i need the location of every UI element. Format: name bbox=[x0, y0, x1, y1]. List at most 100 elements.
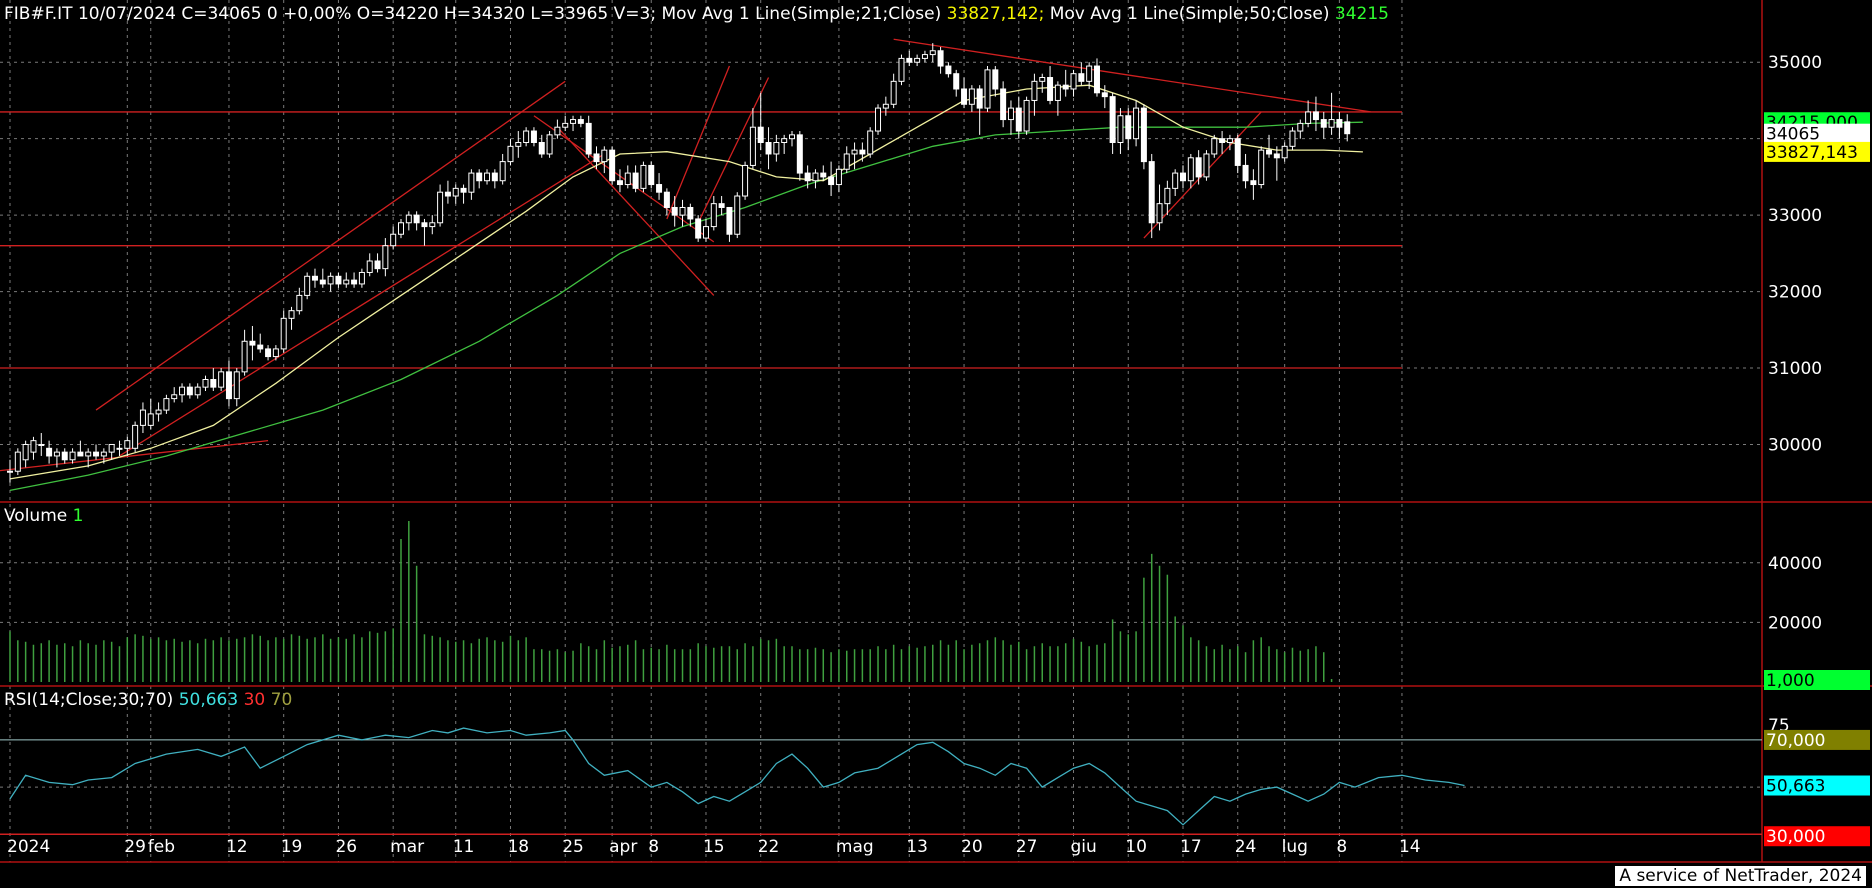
trend-line bbox=[119, 153, 605, 457]
candle-body-up bbox=[163, 398, 170, 411]
candle-body-up bbox=[139, 409, 146, 426]
candle-body-down bbox=[460, 187, 467, 193]
candle-body-up bbox=[194, 386, 201, 396]
x-tick-label: 12 bbox=[226, 837, 248, 857]
candle-body-up bbox=[1086, 65, 1093, 82]
x-tick-label: 2024 bbox=[7, 837, 50, 857]
ma50-line bbox=[9, 121, 1363, 492]
candle-body-down bbox=[265, 348, 272, 358]
candle-body-up bbox=[405, 214, 412, 224]
candle-body-down bbox=[77, 451, 84, 457]
volume-value: 1 bbox=[72, 506, 84, 526]
candle-body-up bbox=[468, 172, 475, 193]
symbol-line: FIB#F.IT 10/07/2024 C=34065 0 +0,00% O=3… bbox=[4, 4, 657, 24]
trend-line bbox=[533, 115, 715, 243]
candle-body-down bbox=[319, 279, 326, 285]
candle-body-up bbox=[640, 164, 647, 189]
ma21-badge: 33827,143 bbox=[1766, 143, 1858, 163]
trend-line bbox=[666, 65, 731, 220]
candle-body-down bbox=[1109, 96, 1116, 144]
candle-body-down bbox=[1000, 88, 1007, 121]
volume-label: Volume bbox=[4, 506, 68, 526]
candle-body-down bbox=[1266, 149, 1273, 155]
candle-body-up bbox=[1054, 84, 1061, 101]
candle-body-up bbox=[890, 80, 897, 105]
candle-body-up bbox=[171, 394, 178, 400]
candle-body-up bbox=[679, 206, 686, 216]
x-tick-label: lug bbox=[1282, 837, 1308, 857]
candle-body-up bbox=[773, 142, 780, 155]
candle-body-down bbox=[413, 214, 420, 224]
candle-body-down bbox=[726, 206, 733, 235]
candle-body-up bbox=[218, 371, 225, 388]
candle-body-down bbox=[1195, 157, 1202, 178]
trend-line bbox=[697, 77, 770, 224]
candle-body-up bbox=[398, 222, 404, 235]
x-tick-label: 15 bbox=[703, 837, 725, 857]
candle-body-up bbox=[898, 57, 905, 82]
candle-body-up bbox=[233, 371, 240, 400]
candle-body-down bbox=[585, 122, 592, 155]
candle-body-down bbox=[687, 206, 694, 220]
candle-body-down bbox=[1078, 73, 1085, 82]
candle-body-down bbox=[1320, 119, 1327, 128]
candle-body-up bbox=[968, 88, 975, 105]
x-tick-label: 18 bbox=[507, 837, 529, 857]
candle-body-up bbox=[155, 409, 162, 415]
rsi-70-badge-bg bbox=[1764, 729, 1870, 750]
candle-body-up bbox=[1305, 111, 1312, 124]
candle-body-down bbox=[335, 275, 342, 285]
trend-line bbox=[556, 126, 715, 296]
candle-body-down bbox=[374, 260, 381, 270]
candle-body-up bbox=[30, 440, 37, 453]
candle-body-up bbox=[1328, 119, 1335, 128]
candle-body-down bbox=[820, 172, 827, 178]
candle-body-up bbox=[789, 134, 795, 140]
footer-credit: A service of NetTrader, 2024 bbox=[1615, 866, 1866, 886]
candle-body-up bbox=[85, 451, 92, 457]
candle-body-up bbox=[484, 172, 491, 182]
candle-body-up bbox=[69, 451, 76, 461]
candle-body-up bbox=[742, 164, 749, 197]
rsi-label: RSI(14;Close;30;70) bbox=[4, 690, 174, 710]
x-tick-label: 24 bbox=[1235, 837, 1257, 857]
candle-body-up bbox=[202, 379, 209, 388]
candle-body-up bbox=[624, 172, 631, 186]
x-tick-label: 8 bbox=[648, 837, 659, 857]
candle-body-down bbox=[961, 88, 968, 105]
price-tick-label: 32000 bbox=[1768, 283, 1822, 303]
candle-body-down bbox=[249, 340, 256, 346]
last-price-badge: 34065 bbox=[1766, 125, 1820, 145]
x-tick-label: 13 bbox=[906, 837, 928, 857]
x-tick-label: 26 bbox=[335, 837, 357, 857]
candle-body-down bbox=[93, 451, 100, 457]
candle-body-up bbox=[1211, 138, 1218, 155]
candle-body-up bbox=[702, 226, 709, 239]
candle-body-down bbox=[491, 172, 498, 182]
candle-body-down bbox=[1242, 164, 1249, 182]
candle-body-up bbox=[570, 119, 577, 124]
last-price-badge-bg bbox=[1764, 123, 1870, 144]
price-tick-label: 31000 bbox=[1768, 359, 1822, 379]
candle-body-up bbox=[710, 203, 717, 228]
volume-tick-label: 40000 bbox=[1768, 554, 1822, 574]
candle-body-down bbox=[61, 451, 68, 461]
x-tick-label: 27 bbox=[1016, 837, 1038, 857]
candle-body-up bbox=[734, 195, 741, 235]
candle-body-down bbox=[1344, 121, 1351, 135]
candle-body-up bbox=[515, 142, 522, 147]
candle-body-up bbox=[882, 103, 889, 109]
ma21-value: 33827,142; bbox=[946, 4, 1045, 24]
candle-body-down bbox=[718, 203, 725, 208]
candle-body-up bbox=[1039, 77, 1046, 82]
rsi-30-badge-bg bbox=[1764, 826, 1870, 847]
rsi-value: 50,663 bbox=[178, 690, 239, 710]
candle-body-up bbox=[272, 348, 279, 358]
candle-body-down bbox=[796, 134, 803, 174]
candle-body-down bbox=[937, 50, 944, 67]
candle-body-up bbox=[554, 126, 561, 136]
x-tick-label: 10 bbox=[1125, 837, 1147, 857]
candle-body-up bbox=[327, 275, 334, 285]
